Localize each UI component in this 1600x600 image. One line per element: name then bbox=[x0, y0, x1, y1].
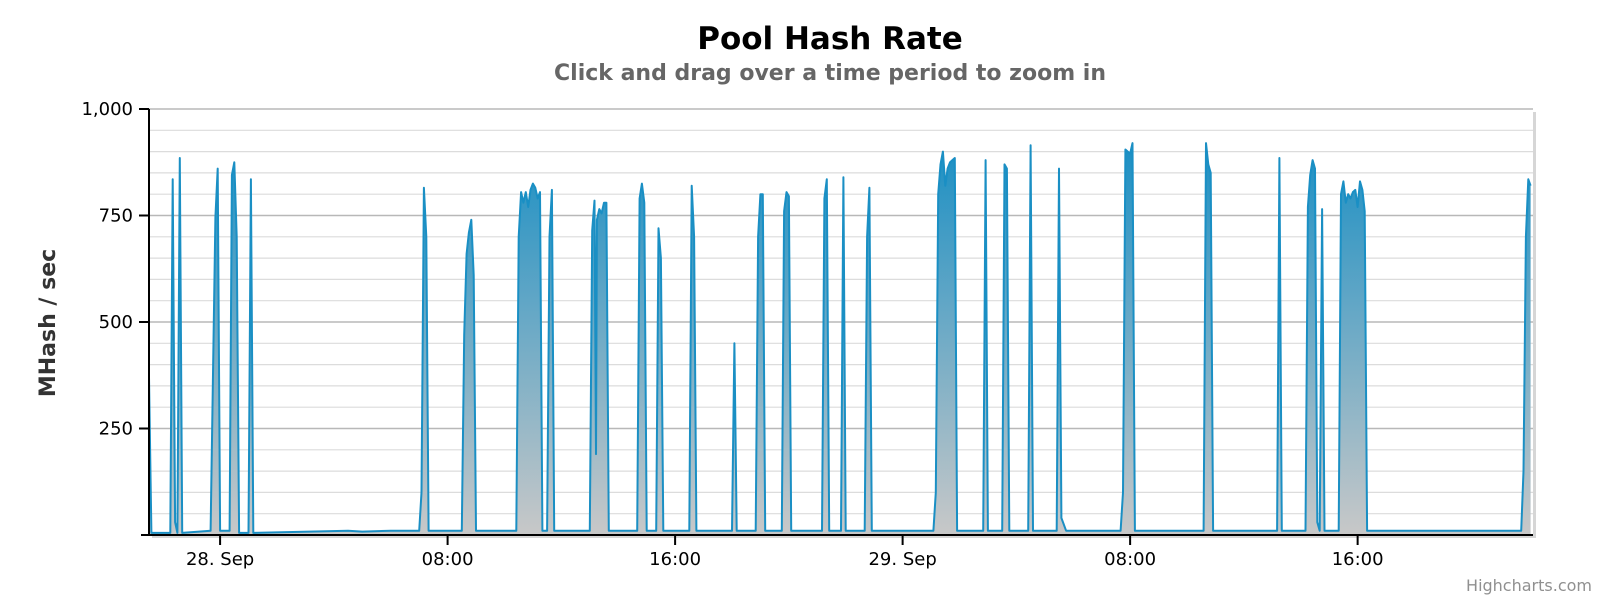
y-tick-label: 500 bbox=[99, 312, 133, 333]
x-tick-label: 16:00 bbox=[649, 549, 701, 570]
x-tick-label: 08:00 bbox=[422, 549, 474, 570]
series-area-fill bbox=[149, 143, 1531, 535]
x-tick-label: 16:00 bbox=[1332, 549, 1384, 570]
x-tick-label: 08:00 bbox=[1104, 549, 1156, 570]
x-tick-label: 29. Sep bbox=[868, 549, 936, 570]
series-area bbox=[148, 142, 1532, 535]
chart-subtitle: Click and drag over a time period to zoo… bbox=[554, 61, 1106, 86]
y-tick-label: 750 bbox=[99, 206, 133, 227]
chart-title: Pool Hash Rate bbox=[697, 21, 963, 57]
credits-link[interactable]: Highcharts.com bbox=[1466, 576, 1592, 595]
x-tick-label: 28. Sep bbox=[186, 549, 254, 570]
tick-labels: 250 500 750 1,000 28. Sep 08:00 16:00 29. Sep 08… bbox=[81, 99, 1383, 570]
y-tick-label: 250 bbox=[99, 419, 133, 440]
y-axis-label: MHash / sec bbox=[36, 249, 61, 397]
series-points bbox=[148, 143, 1531, 534]
y-tick-label: 1,000 bbox=[81, 99, 133, 120]
